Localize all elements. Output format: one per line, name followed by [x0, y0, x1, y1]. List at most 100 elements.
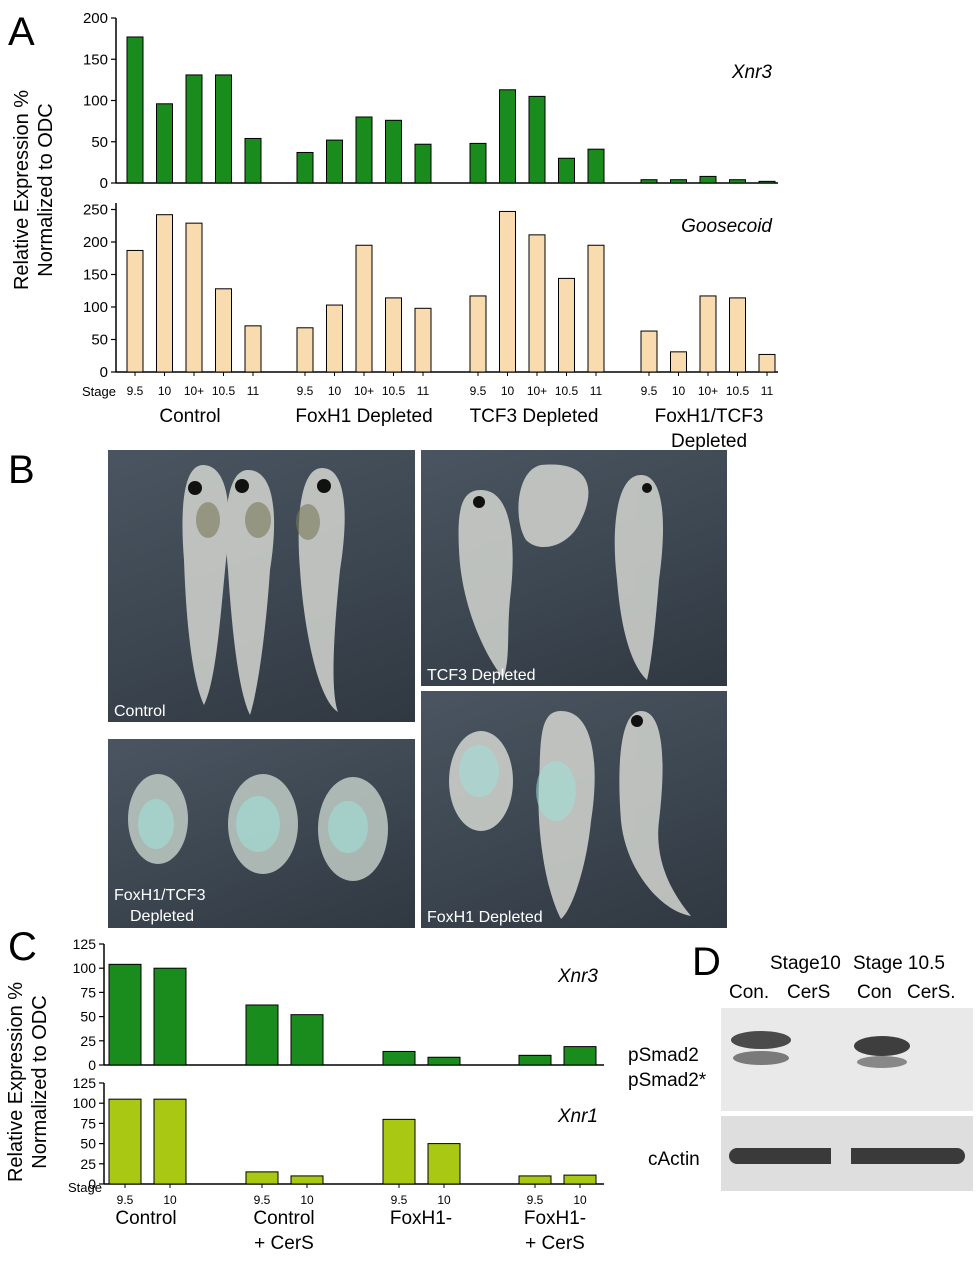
stage-tick-label: 9.5: [641, 384, 658, 398]
bar: [729, 179, 746, 184]
stage-tick-label: 9.5: [527, 1193, 544, 1207]
stage-tick-label: 10+: [354, 384, 374, 398]
panel-c-group-foxh1-cers-1: FoxH1-: [524, 1208, 586, 1229]
y-tick-label: 50: [91, 134, 108, 151]
bar: [185, 74, 203, 184]
y-tick-label: 50: [80, 1136, 96, 1152]
stage-tick-label: 9.5: [127, 384, 144, 398]
bar: [382, 1118, 416, 1185]
bar: [108, 963, 142, 1066]
photo-double: FoxH1/TCF3 Depleted: [108, 739, 415, 928]
tadpole-group-foxh1: [449, 711, 691, 919]
stage-tick-label: 10+: [698, 384, 718, 398]
panel-a-group-double-1: FoxH1/TCF3: [655, 406, 764, 427]
tadpole-group-tcf3: [458, 464, 664, 680]
bar: [469, 295, 487, 373]
blot-lane-2: CerS: [787, 982, 831, 1003]
bar: [385, 297, 402, 373]
blot-psmad2: [721, 1008, 973, 1111]
bar: [640, 330, 658, 373]
bar: [758, 180, 776, 184]
bar: [215, 288, 232, 373]
blot-row-cactin: cActin: [648, 1149, 700, 1170]
panel-c-group-foxh1-cers-2: + CerS: [525, 1233, 585, 1254]
bar: [729, 297, 746, 373]
stage-tick-label: 10.5: [726, 384, 750, 398]
blot-header-stage105: Stage 10.5: [853, 953, 945, 974]
stage-tick-label: 9.5: [470, 384, 487, 398]
panel-c-group-cers-2: + CerS: [254, 1233, 314, 1254]
stage-tick-label: 11: [247, 384, 260, 398]
panel-c-stage-label: Stage: [68, 1180, 102, 1195]
bar: [215, 74, 232, 184]
blot-row-psmad2: pSmad2: [628, 1045, 699, 1066]
panel-c-group-cers-1: Control: [253, 1208, 314, 1229]
y-tick-label: 100: [83, 93, 108, 110]
series-label: Xnr1: [557, 1106, 598, 1127]
panel-a-ylabel-1: Relative Expression %: [11, 90, 33, 290]
y-tick-label: 200: [83, 234, 108, 251]
bar: [245, 1171, 279, 1185]
bar: [153, 967, 187, 1066]
panel-a-chart: Relative Expression % Normalized to ODC …: [11, 10, 778, 450]
bar: [108, 1098, 142, 1185]
blot-lane-3: Con: [857, 982, 892, 1003]
y-tick-label: 150: [83, 51, 108, 68]
stage-tick-label: 10: [672, 384, 686, 398]
bar: [518, 1054, 552, 1066]
panel-c-ylabel-2: Normalized to ODC: [29, 995, 51, 1168]
blot-lane-1: Con.: [729, 982, 770, 1003]
panel-letter-b: B: [8, 448, 35, 492]
bar: [355, 244, 373, 373]
panel-a-ylabel-2: Normalized to ODC: [35, 103, 57, 276]
bar: [153, 1098, 187, 1185]
series-label: Goosecoid: [681, 216, 773, 237]
panel-letter-d: D: [692, 940, 721, 984]
panel-c-group-foxh1: FoxH1-: [390, 1208, 452, 1229]
bar: [427, 1056, 461, 1066]
blot-cactin: [721, 1116, 973, 1191]
blot-row-psmad2-star: pSmad2*: [628, 1070, 707, 1091]
stage-tick-label: 11: [761, 384, 774, 398]
stage-tick-label: 10: [328, 384, 342, 398]
stage-tick-label: 11: [590, 384, 603, 398]
bar: [326, 139, 343, 184]
photo-foxh1: FoxH1 Depleted: [421, 691, 727, 928]
bar: [126, 249, 144, 373]
stage-tick-label: 10+: [184, 384, 204, 398]
bar: [699, 175, 717, 184]
stage-tick-label: 10: [158, 384, 172, 398]
y-tick-label: 100: [73, 1095, 97, 1111]
y-tick-label: 100: [73, 960, 97, 976]
panel-c-ylabel-1: Relative Expression %: [5, 982, 27, 1182]
bar: [290, 1175, 324, 1185]
panel-a-group-double-2: Depleted: [671, 431, 747, 450]
bar: [499, 89, 516, 184]
y-tick-label: 0: [88, 1176, 96, 1192]
bar: [640, 179, 658, 184]
series-label: Xnr3: [731, 62, 773, 83]
bar: [587, 244, 605, 373]
stage-tick-label: 10.5: [555, 384, 579, 398]
panel-letter-a: A: [8, 10, 35, 54]
bar: [558, 277, 575, 373]
panel-a-group-tcf3: TCF3 Depleted: [470, 406, 599, 427]
bar: [563, 1174, 597, 1185]
panel-c-group-control: Control: [115, 1208, 176, 1229]
bar: [296, 327, 314, 373]
blot-header-stage10: Stage10: [770, 953, 841, 974]
panel-a-stage-label: Stage: [82, 384, 116, 399]
bar: [758, 353, 776, 373]
label-double-1: FoxH1/TCF3: [114, 887, 206, 904]
bar: [528, 95, 546, 184]
bar: [670, 179, 687, 184]
bar: [469, 142, 487, 184]
stage-tick-label: 9.5: [297, 384, 314, 398]
bar: [156, 103, 173, 184]
bar: [385, 119, 402, 184]
bar: [244, 325, 262, 373]
bar: [185, 222, 203, 373]
tadpole-group-double: [128, 774, 388, 881]
bar: [528, 234, 546, 373]
stage-tick-label: 10: [501, 384, 515, 398]
